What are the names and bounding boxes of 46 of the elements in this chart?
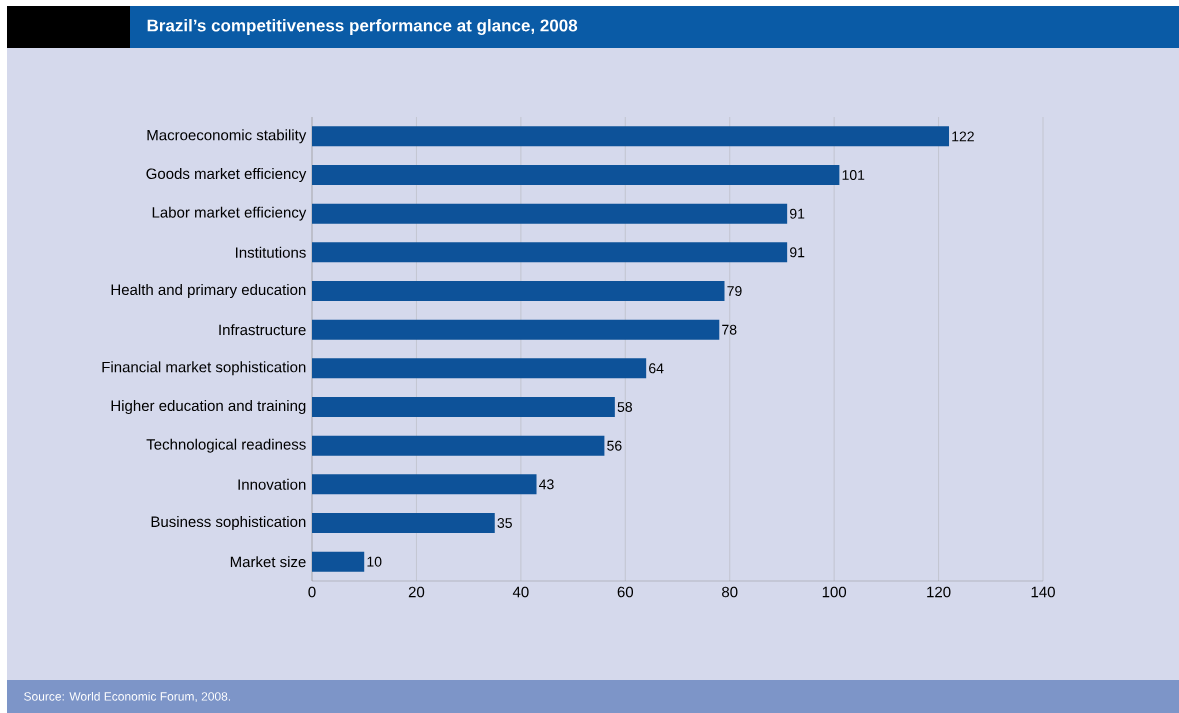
chart-title: Brazil’s competitiveness performance at glance, 2008: [147, 19, 578, 35]
data-label: 122: [952, 131, 974, 142]
x-tick-label: 60: [617, 586, 634, 598]
x-tick-label: 100: [822, 586, 847, 598]
data-label: 43: [539, 479, 554, 490]
data-label: 56: [607, 440, 622, 451]
data-label: 64: [649, 363, 664, 374]
y-tick-label: Health and primary education: [111, 284, 306, 298]
data-label: 79: [727, 286, 742, 296]
y-tick-label: Business sophistication: [151, 516, 306, 530]
data-label: 78: [722, 324, 737, 335]
bar: [312, 242, 788, 263]
source-note: Source: World Economic Forum, 2008.: [24, 691, 231, 703]
y-tick-label: Financial market sophistication: [102, 361, 306, 376]
y-tick-label: Infrastructure: [219, 324, 306, 336]
x-tick-label: 20: [408, 586, 425, 598]
y-tick-label: Higher education and training: [111, 400, 306, 414]
bar: [312, 435, 605, 456]
y-tick-label: Institutions: [236, 246, 306, 258]
bar: [312, 551, 365, 572]
bar: [312, 358, 647, 379]
bar: [312, 319, 720, 340]
y-tick-label: Goods market efficiency: [146, 168, 307, 182]
y-tick-label: Market size: [230, 556, 306, 568]
x-tick-label: 80: [722, 586, 738, 598]
data-label: 10: [367, 556, 382, 567]
data-label: 35: [497, 518, 512, 528]
y-tick-label: Labor market efficiency: [152, 206, 307, 221]
data-label: 91: [790, 247, 805, 258]
y-tick-label: Innovation: [238, 478, 306, 490]
y-tick-label: Technological readiness: [146, 438, 306, 453]
bar: [312, 474, 537, 495]
bar: [312, 165, 840, 185]
bar: [312, 203, 788, 224]
x-tick-label: 120: [927, 586, 951, 598]
data-label: 58: [617, 402, 633, 412]
bar: [312, 513, 495, 533]
x-tick-label: 0: [308, 586, 316, 598]
y-tick-label: Macroeconomic stability: [147, 129, 307, 144]
x-tick-label: 140: [1031, 586, 1055, 598]
bar: [312, 281, 725, 302]
data-label: 101: [842, 170, 865, 180]
data-label: 91: [790, 208, 805, 219]
bar: [312, 126, 950, 147]
x-tick-label: 40: [512, 586, 529, 598]
bar: [312, 397, 615, 417]
